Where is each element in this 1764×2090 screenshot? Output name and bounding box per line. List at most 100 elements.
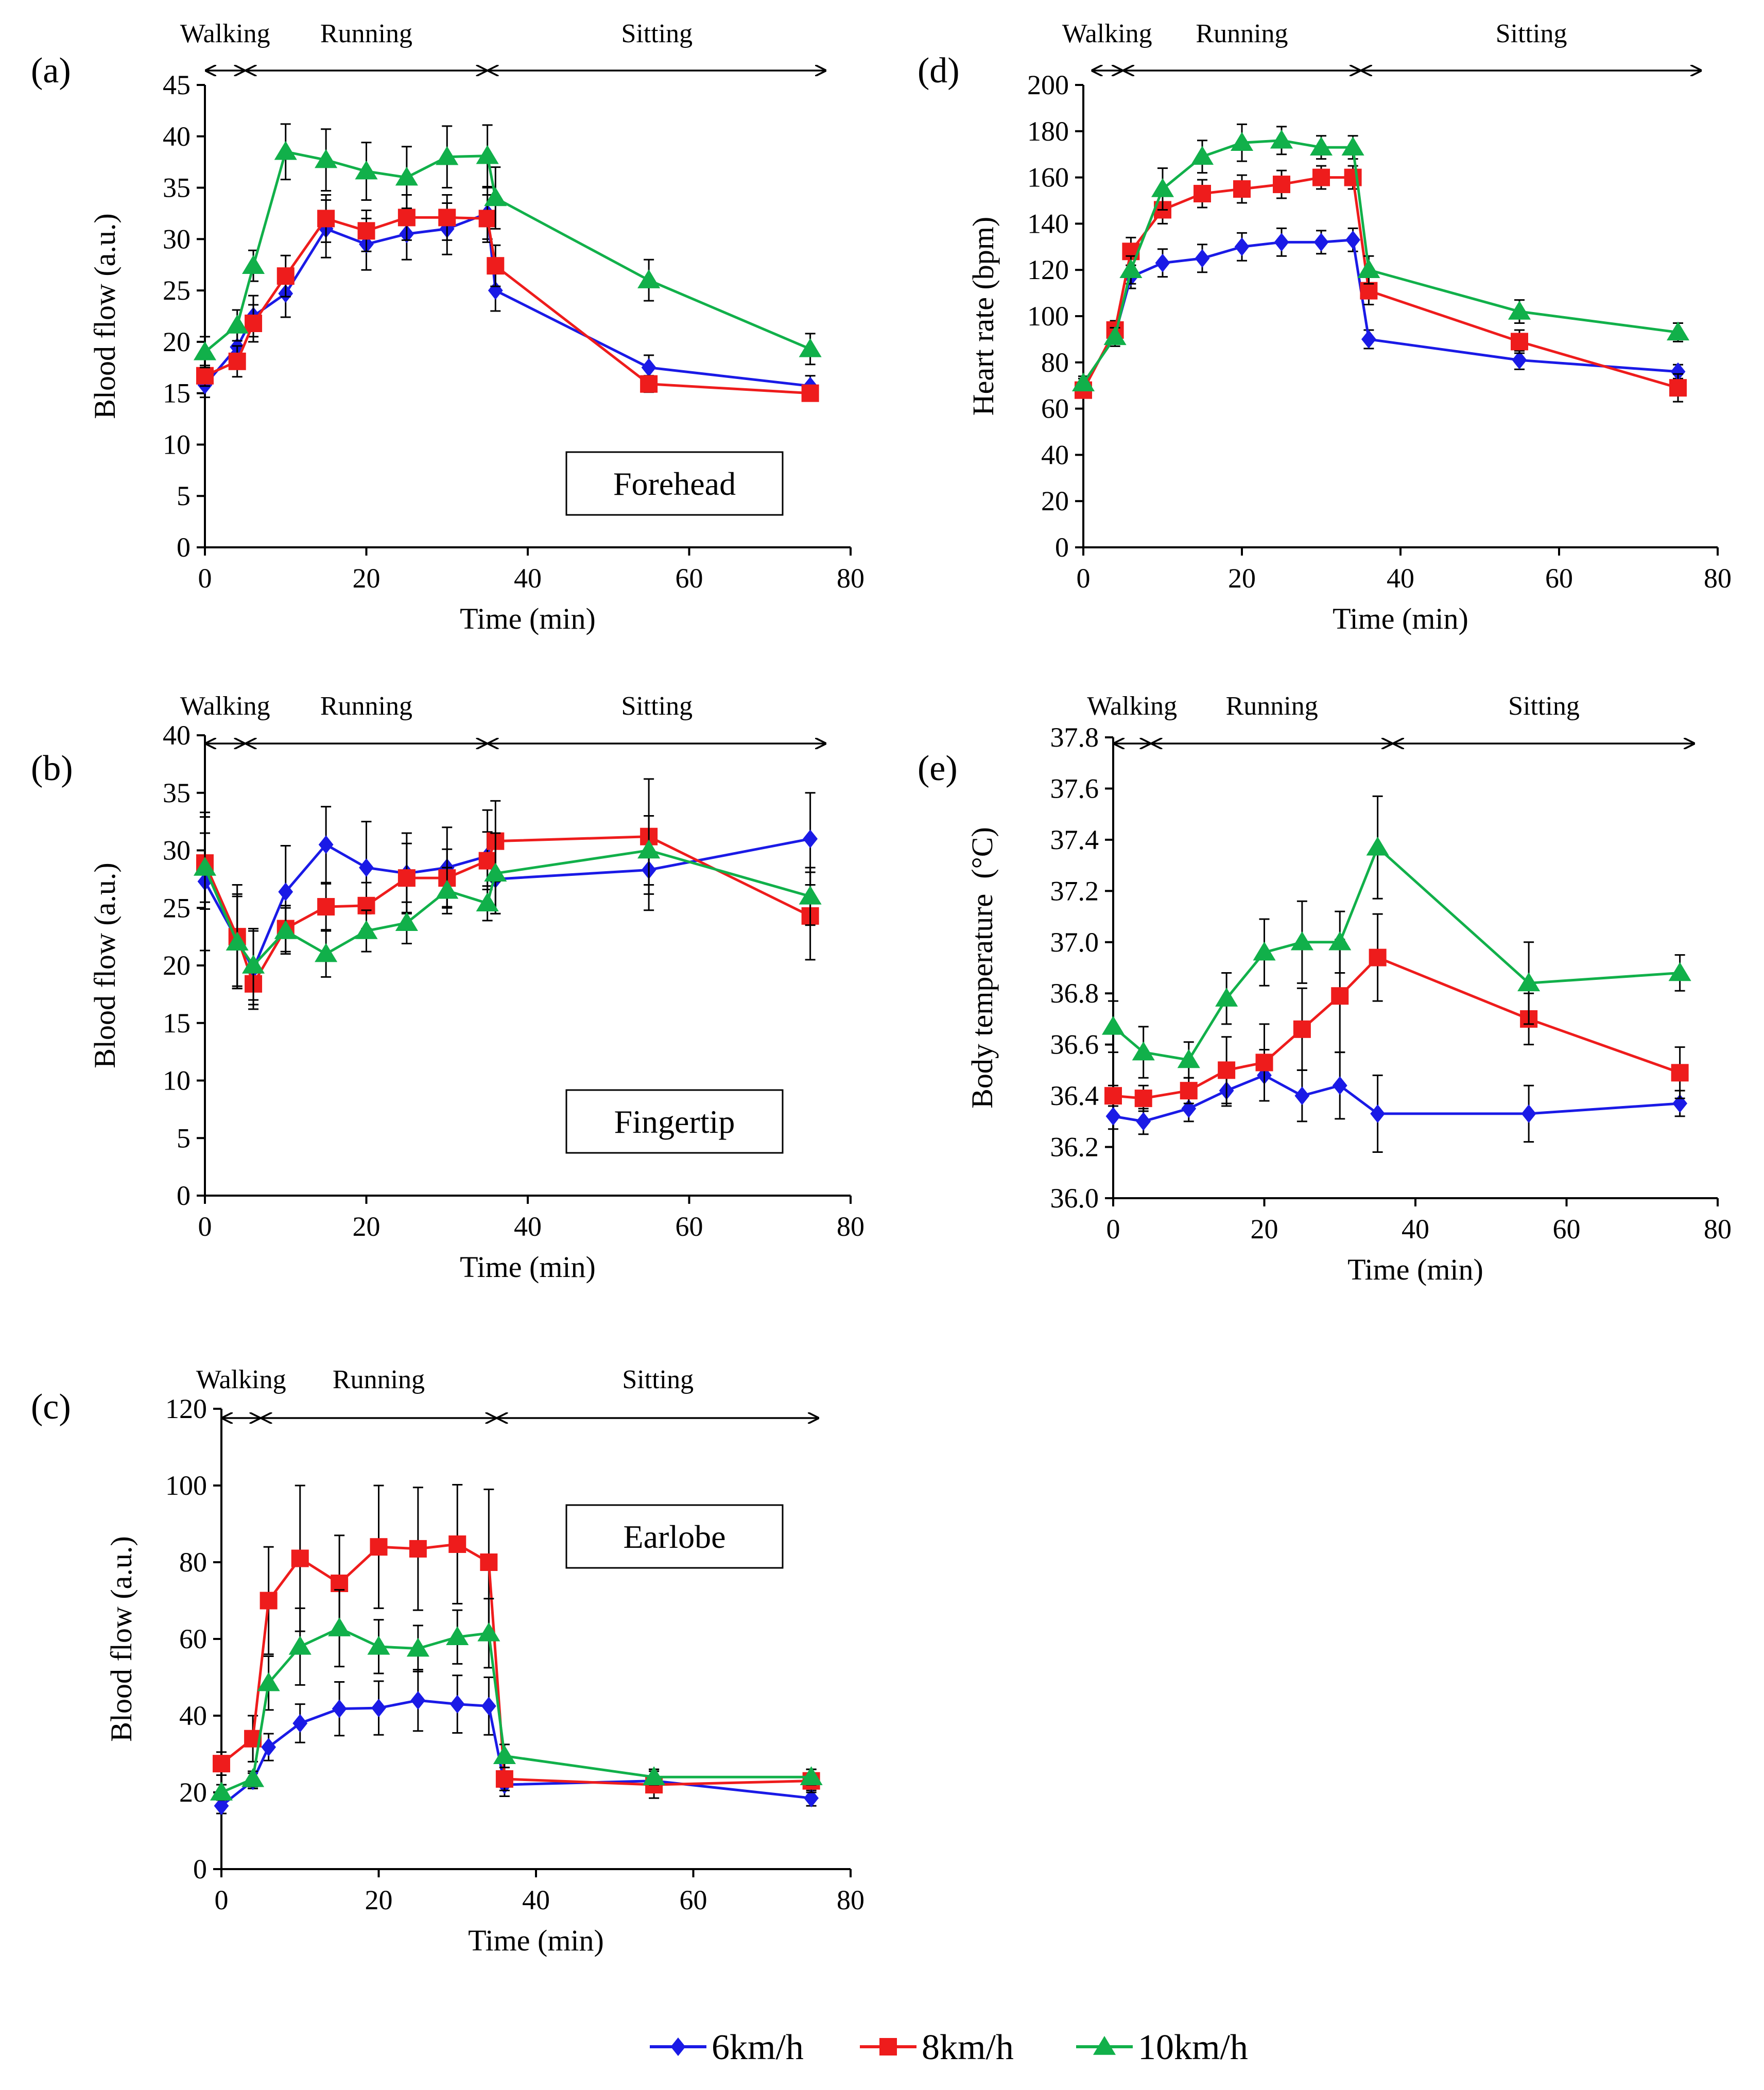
- series-line: [203, 849, 811, 968]
- data-point: [1293, 1020, 1311, 1038]
- series-line: [204, 211, 810, 388]
- y-tick-label: 20: [1041, 486, 1069, 516]
- data-point: [357, 222, 375, 240]
- series-line: [1082, 139, 1679, 384]
- inset-label-box: [565, 1089, 784, 1154]
- series-line: [1082, 238, 1679, 387]
- panel-b: 0 5 10 15 20 25 30 35 40 0 20 40 60 80 Time (min) Blood…: [31, 692, 864, 1284]
- data-point: [803, 830, 818, 849]
- y-tick-label: 37.0: [1050, 927, 1099, 958]
- data-point: [1151, 178, 1174, 197]
- data-point: [799, 885, 822, 905]
- series-s6: [197, 187, 818, 399]
- data-point: [261, 1738, 276, 1757]
- data-point: [1332, 1076, 1347, 1095]
- data-point: [1218, 1061, 1236, 1079]
- x-tick-label: 80: [1704, 1214, 1732, 1245]
- data-point: [1215, 988, 1238, 1007]
- data-point: [1294, 1086, 1310, 1106]
- legend-marker: [1093, 2036, 1116, 2055]
- data-point: [436, 146, 459, 165]
- y-tick-label: 10: [163, 429, 191, 460]
- data-point: [1370, 1104, 1386, 1123]
- data-point: [1253, 941, 1276, 961]
- data-point: [643, 1766, 666, 1785]
- x-tick-label: 40: [1402, 1214, 1429, 1245]
- data-point: [487, 257, 505, 275]
- data-point: [476, 892, 499, 912]
- data-point: [395, 912, 418, 931]
- y-tick-label: 120: [1027, 254, 1069, 285]
- y-tick-label: 160: [1027, 162, 1069, 193]
- phase-label: Running: [1196, 19, 1288, 48]
- data-point: [484, 862, 507, 882]
- x-tick-label: 80: [1704, 563, 1732, 594]
- x-tick-label: 60: [680, 1885, 707, 1915]
- panel-label: (d): [918, 51, 960, 91]
- data-point: [242, 955, 265, 974]
- series-s10: [193, 123, 822, 369]
- data-point: [1274, 233, 1289, 252]
- phase-label: Walking: [1062, 19, 1152, 48]
- data-point: [291, 1549, 309, 1567]
- y-tick-label: 0: [177, 1180, 191, 1211]
- x-tick-label: 0: [1077, 563, 1091, 594]
- y-tick-label: 35: [163, 172, 191, 203]
- series-line: [204, 150, 811, 353]
- x-tick-label: 40: [1387, 563, 1414, 594]
- data-point: [226, 931, 249, 951]
- data-point: [315, 149, 338, 168]
- x-tick-label: 40: [514, 563, 542, 594]
- data-point: [1180, 1082, 1198, 1100]
- phase-label: Running: [333, 1365, 425, 1394]
- data-point: [213, 1755, 230, 1773]
- panel-c: 0 20 40 60 80 100 120 0 20 40 60 80 Time (min) Blood …: [31, 1365, 864, 1957]
- data-point: [1511, 333, 1528, 351]
- data-point: [193, 857, 217, 876]
- data-point: [1177, 1049, 1200, 1068]
- data-point: [1345, 230, 1360, 249]
- x-tick-label: 0: [198, 1211, 212, 1242]
- y-tick-label: 40: [163, 720, 191, 751]
- series-line: [221, 1627, 811, 1794]
- y-axis-label: Blood flow (a.u.): [105, 1536, 138, 1742]
- data-point: [1512, 351, 1527, 370]
- y-axis-label: Blood flow (a.u.): [88, 862, 122, 1068]
- y-tick-label: 37.2: [1050, 875, 1099, 906]
- x-tick-label: 0: [215, 1885, 229, 1915]
- x-tick-label: 80: [837, 1211, 864, 1242]
- data-point: [241, 1768, 265, 1787]
- data-point: [1666, 321, 1690, 341]
- phase-label: Sitting: [621, 19, 693, 48]
- data-point: [1361, 330, 1376, 349]
- data-point: [478, 210, 496, 228]
- inset-label-box: [565, 451, 784, 516]
- series-line: [1082, 176, 1679, 391]
- data-point: [1134, 1090, 1152, 1108]
- data-point: [274, 141, 297, 160]
- y-tick-label: 5: [177, 480, 191, 511]
- data-point: [359, 858, 374, 877]
- series-s10: [1071, 123, 1690, 391]
- data-point: [193, 341, 217, 360]
- x-tick-label: 20: [1228, 563, 1256, 594]
- y-tick-label: 40: [1041, 439, 1069, 470]
- data-point: [1233, 180, 1251, 198]
- y-tick-label: 36.8: [1050, 978, 1099, 1009]
- panel-label: (a): [31, 51, 71, 91]
- data-point: [481, 1697, 496, 1716]
- data-point: [493, 1745, 516, 1764]
- data-point: [1328, 931, 1352, 951]
- inset-label: Forehead: [613, 465, 736, 502]
- data-point: [409, 1540, 427, 1558]
- data-point: [448, 1535, 466, 1553]
- data-point: [332, 1699, 347, 1718]
- data-point: [1255, 1053, 1273, 1072]
- data-point: [1104, 1087, 1122, 1105]
- phase-label: Sitting: [1508, 692, 1580, 721]
- phase-label: Walking: [180, 692, 270, 721]
- phase-label: Sitting: [622, 1365, 694, 1394]
- data-point: [1508, 301, 1531, 320]
- data-point: [276, 267, 295, 285]
